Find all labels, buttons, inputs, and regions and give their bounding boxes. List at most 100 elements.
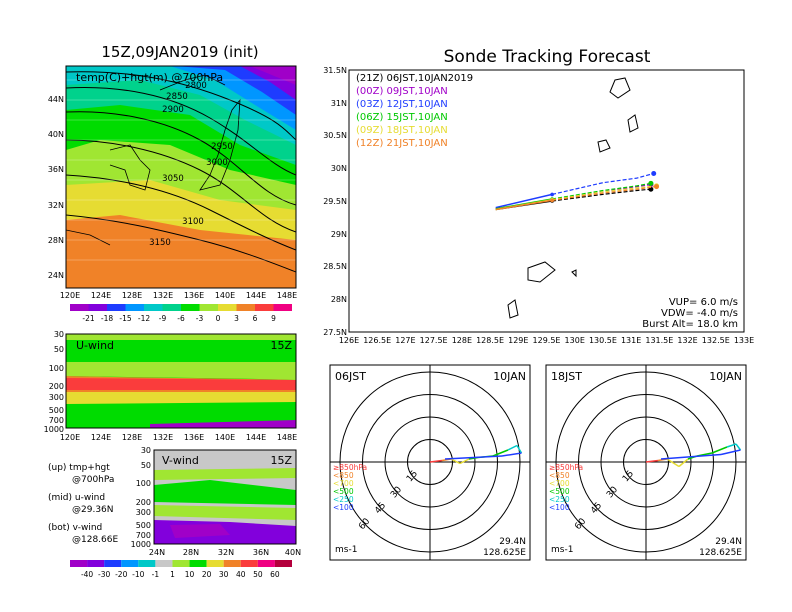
pressure-legend-entry: <500: [333, 487, 354, 496]
lon-tick: 129.5E: [533, 336, 561, 345]
lon-tick: 130.5E: [589, 336, 617, 345]
pressure-legend-entry: ≥850hPa: [333, 463, 367, 472]
panel-notes: (up) tmp+hgt @700hPa (mid) u-wind @29.36…: [48, 463, 118, 545]
colorbar-swatch: [199, 304, 218, 311]
hodo-segment: [450, 458, 461, 465]
lon-tick: 132E: [153, 433, 173, 442]
colorbar-swatch: [162, 304, 181, 311]
track-point: [550, 198, 554, 203]
colorbar-swatch: [273, 304, 292, 311]
colorbar-label: -18: [101, 314, 113, 323]
colorbar-swatch: [218, 304, 237, 311]
lon-tick: 140E: [215, 291, 235, 300]
uwind-title: U-wind: [76, 339, 114, 352]
legend-entry: (03Z) 12JST,10JAN: [356, 99, 448, 110]
temperature-colorbar: -21 -18 -15 -12 -9 -6 -3 0 3 6 9: [70, 304, 292, 323]
colorbar-label: 60: [270, 570, 280, 579]
hodograph-18jst: 18JST 10JAN ≥850hPa <850 <700 <500 <250 …: [545, 364, 747, 561]
hodo-segment: [459, 458, 470, 465]
colorbar-label: -3: [196, 314, 204, 323]
colorbar-swatch: [172, 560, 190, 567]
colorbar-label: 20: [202, 570, 212, 579]
colorbar-swatch: [206, 560, 224, 567]
lon-tick: 136E: [184, 433, 204, 442]
lon-tick: 127.5E: [420, 336, 448, 345]
colorbar-swatch: [121, 560, 139, 567]
colorbar-swatch: [125, 304, 144, 311]
lat-tick: 30N: [331, 164, 347, 173]
lon-tick: 128E: [122, 433, 142, 442]
param-text: VDW= -4.0 m/s: [661, 308, 738, 319]
pressure-tick: 100: [49, 364, 64, 373]
uwind-panel: U-wind 15Z 30 50 100 200 300 500 700 100…: [44, 330, 298, 442]
lat-tick: 28N: [331, 295, 347, 304]
hodo-segment: [516, 445, 523, 454]
contour-label: 3100: [182, 217, 204, 227]
pressure-tick: 700: [136, 531, 151, 540]
hodo-segment: [660, 453, 722, 460]
lon-tick: 128E: [452, 336, 472, 345]
temp-map: temp(C)+hgt(m) @700hPa 2800 2850 2900 29…: [48, 65, 297, 300]
hodo-time: 18JST: [551, 370, 582, 383]
lon-tick: 131.5E: [645, 336, 673, 345]
lat-tick: 31.5N: [323, 66, 347, 75]
wind-colorbar: -40 -30 -20 -10 -1 1 10 20 30 40 50 60: [70, 560, 292, 579]
vwind-title: V-wind: [162, 454, 199, 467]
colorbar-swatch: [87, 560, 105, 567]
colorbar-swatch: [240, 560, 258, 567]
colorbar-label: -9: [159, 314, 167, 323]
hodo-segment: [645, 459, 659, 463]
legend-entry: (06Z) 15JST,10JAN: [356, 112, 448, 123]
pressure-legend-entry: <500: [549, 487, 570, 496]
hodo-unit: ms-1: [551, 545, 573, 555]
track-legend: (21Z) 06JST,10JAN2019 (00Z) 09JST,10JAN …: [356, 73, 473, 149]
lat-tick: 44N: [48, 95, 64, 104]
colorbar-label: -30: [98, 570, 110, 579]
track-line: [495, 199, 553, 211]
legend-entry: (09Z) 18JST,10JAN: [356, 125, 448, 136]
hodo-segment: [720, 449, 741, 456]
colorbar-swatch: [138, 560, 156, 567]
colorbar-swatch: [70, 304, 89, 311]
hodo-date: 10JAN: [709, 370, 742, 383]
hodo-lon: 128.625E: [699, 548, 742, 558]
lon-tick: 120E: [60, 291, 80, 300]
contour-label: 3150: [149, 238, 171, 248]
hodo-segment: [501, 452, 522, 457]
pressure-tick: 200: [49, 382, 64, 391]
colorbar-swatch: [236, 304, 255, 311]
pressure-tick: 1000: [44, 425, 64, 434]
note-line: (mid) u-wind: [48, 493, 105, 503]
lon-tick: 128E: [122, 291, 142, 300]
track-point: [550, 192, 554, 197]
pressure-legend-entry: <100: [549, 503, 570, 512]
colorbar-label: 10: [185, 570, 195, 579]
pressure-tick: 500: [136, 521, 151, 530]
lon-tick: 132E: [677, 336, 697, 345]
pressure-tick: 1000: [131, 540, 151, 549]
lon-tick: 144E: [246, 291, 266, 300]
hodo-segment: [666, 458, 680, 468]
colorbar-label: 50: [253, 570, 263, 579]
colorbar-swatch: [70, 560, 88, 567]
pressure-legend-entry: <850: [549, 471, 570, 480]
hodo-segment: [678, 458, 689, 468]
colorbar-label: -12: [138, 314, 150, 323]
lat-tick: 28N: [48, 236, 64, 245]
hodo-segment: [726, 443, 737, 448]
pressure-legend-entry: ≥850hPa: [549, 463, 583, 472]
colorbar-label: -40: [81, 570, 93, 579]
lat-tick: 40N: [285, 548, 301, 557]
contour-label: 2950: [211, 142, 233, 152]
colorbar-swatch: [223, 560, 241, 567]
colorbar-label: -10: [132, 570, 144, 579]
pressure-legend-entry: <700: [333, 479, 354, 488]
lat-tick: 24N: [149, 548, 165, 557]
note-line: (up) tmp+hgt: [48, 463, 110, 473]
pressure-legend-entry: <100: [333, 503, 354, 512]
lon-tick: 127E: [395, 336, 415, 345]
vwind-time: 15Z: [270, 454, 292, 467]
colorbar-label: -21: [82, 314, 94, 323]
lon-tick: 126.5E: [363, 336, 391, 345]
lat-tick: 29.5N: [323, 197, 347, 206]
